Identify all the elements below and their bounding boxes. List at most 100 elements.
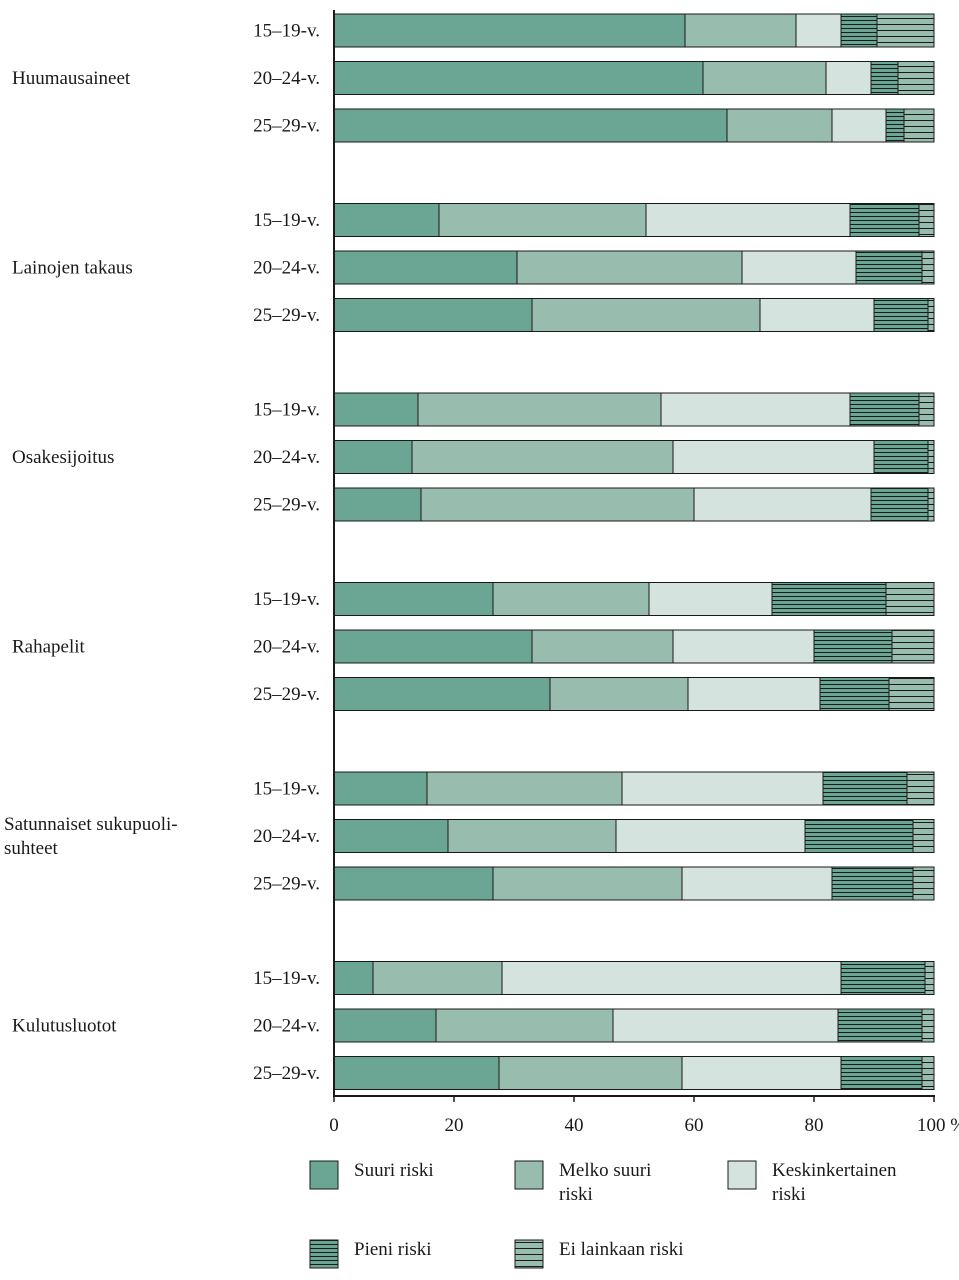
x-tick-label: 80 <box>805 1115 824 1136</box>
age-label: 25–29-v. <box>253 1063 320 1084</box>
bar-segment-pieni <box>840 13 878 48</box>
bar-segment-ei <box>897 61 935 95</box>
age-label: 20–24-v. <box>253 447 320 468</box>
bar-segment-keski <box>831 108 887 143</box>
bar-segment-melko <box>426 771 623 806</box>
bar-segment-pieni <box>771 582 887 616</box>
bar-segment-suuri <box>333 440 413 474</box>
bars-layer <box>333 13 935 1090</box>
bar-segment-suuri <box>333 1056 500 1090</box>
bar-segment-melko <box>531 629 674 664</box>
bar-segment-suuri <box>333 298 533 332</box>
category-label: suhteet <box>4 838 59 859</box>
bar-segment-pieni <box>849 203 920 237</box>
bar-segment-ei <box>924 961 935 995</box>
bar-segment-keski <box>648 582 773 616</box>
category-label: Lainojen takaus <box>12 258 133 279</box>
legend-label: Suuri riski <box>354 1160 434 1181</box>
bar-segment-keski <box>645 203 851 237</box>
bar-segment-keski <box>825 61 872 95</box>
age-label: 25–29-v. <box>253 495 320 516</box>
bar-segment-keski <box>501 961 842 995</box>
bar-segment-melko <box>438 203 647 237</box>
bar-segment-pieni <box>840 1056 923 1090</box>
bar-segment-pieni <box>831 866 914 901</box>
legend-swatch-keski <box>727 1160 757 1190</box>
bar-segment-suuri <box>333 13 686 48</box>
bar-segment-keski <box>681 1056 842 1090</box>
bar-segment-keski <box>672 629 815 664</box>
bar-segment-suuri <box>333 250 518 285</box>
x-axis: 0 20 40 60 80 100 % <box>329 10 959 1136</box>
bar-segment-melko <box>684 13 797 48</box>
legend-swatch-melko <box>514 1160 544 1190</box>
age-label: 25–29-v. <box>253 305 320 326</box>
bar-segment-ei <box>876 13 935 48</box>
age-label: 15–19-v. <box>253 779 320 800</box>
bar-segment-melko <box>492 582 650 616</box>
bar-segment-keski <box>621 771 824 806</box>
bar-segment-melko <box>411 440 674 474</box>
legend-label: Pieni riski <box>354 1239 432 1260</box>
bar-segment-keski <box>687 677 821 711</box>
bar-segment-melko <box>516 250 743 285</box>
legend: Suuri riski Melko suuri riski Keskinkertain… <box>309 1160 897 1269</box>
bar-segment-pieni <box>870 61 899 95</box>
bar-segment-pieni <box>813 629 893 664</box>
bar-segment-keski <box>693 487 872 522</box>
bar-segment-suuri <box>333 487 422 522</box>
bar-segment-ei <box>921 1056 935 1090</box>
bar-segment-ei <box>927 298 935 332</box>
category-label: Huumausaineet <box>12 68 131 89</box>
bar-segment-ei <box>921 250 935 285</box>
bar-segment-keski <box>741 250 857 285</box>
bar-segment-suuri <box>333 1008 437 1043</box>
bar-segment-pieni <box>822 771 908 806</box>
legend-swatch-suuri <box>309 1160 339 1190</box>
bar-segment-melko <box>447 819 617 853</box>
bar-segment-ei <box>891 629 935 664</box>
legend-label: Melko suuri <box>559 1160 651 1181</box>
bar-segment-melko <box>420 487 695 522</box>
age-label: 20–24-v. <box>253 1016 320 1037</box>
x-tick-label: 60 <box>685 1115 704 1136</box>
bar-segment-keski <box>795 13 842 48</box>
bar-segment-suuri <box>333 961 374 995</box>
bar-segment-ei <box>921 1008 935 1043</box>
legend-label: Keskinkertainen <box>772 1160 897 1181</box>
bar-segment-ei <box>906 771 935 806</box>
age-label: 25–29-v. <box>253 116 320 137</box>
age-label: 20–24-v. <box>253 826 320 847</box>
bar-segment-suuri <box>333 819 449 853</box>
x-tick-label: 0 <box>329 1115 339 1136</box>
age-label: 25–29-v. <box>253 684 320 705</box>
bar-segment-pieni <box>819 677 890 711</box>
bar-segment-keski <box>759 298 875 332</box>
bar-segment-ei <box>888 677 935 711</box>
bar-segment-pieni <box>855 250 923 285</box>
bar-segment-pieni <box>840 961 926 995</box>
category-label: Satunnaiset sukupuoli- <box>4 814 178 835</box>
bar-segment-pieni <box>870 487 929 522</box>
bar-segment-melko <box>417 392 662 427</box>
legend-swatch-pieni <box>309 1239 339 1269</box>
bar-segment-ei <box>927 487 935 522</box>
bar-segment-melko <box>372 961 503 995</box>
bar-segment-keski <box>660 392 851 427</box>
x-tick-label: 100 % <box>917 1115 959 1136</box>
bar-segment-keski <box>681 866 833 901</box>
bar-segment-ei <box>903 108 935 143</box>
bar-segment-suuri <box>333 629 533 664</box>
bar-segment-pieni <box>873 298 929 332</box>
bar-segment-melko <box>435 1008 614 1043</box>
legend-label: Ei lainkaan riski <box>559 1239 684 1260</box>
bar-segment-suuri <box>333 582 494 616</box>
bar-segment-pieni <box>873 440 929 474</box>
labels-layer: 15–19-v. 20–24-v. 25–29-v. Huumausaineet 15–… <box>4 21 320 1085</box>
bar-segment-suuri <box>333 866 494 901</box>
bar-segment-melko <box>498 1056 683 1090</box>
age-label: 25–29-v. <box>253 874 320 895</box>
age-label: 15–19-v. <box>253 210 320 231</box>
bar-segment-ei <box>885 582 935 616</box>
